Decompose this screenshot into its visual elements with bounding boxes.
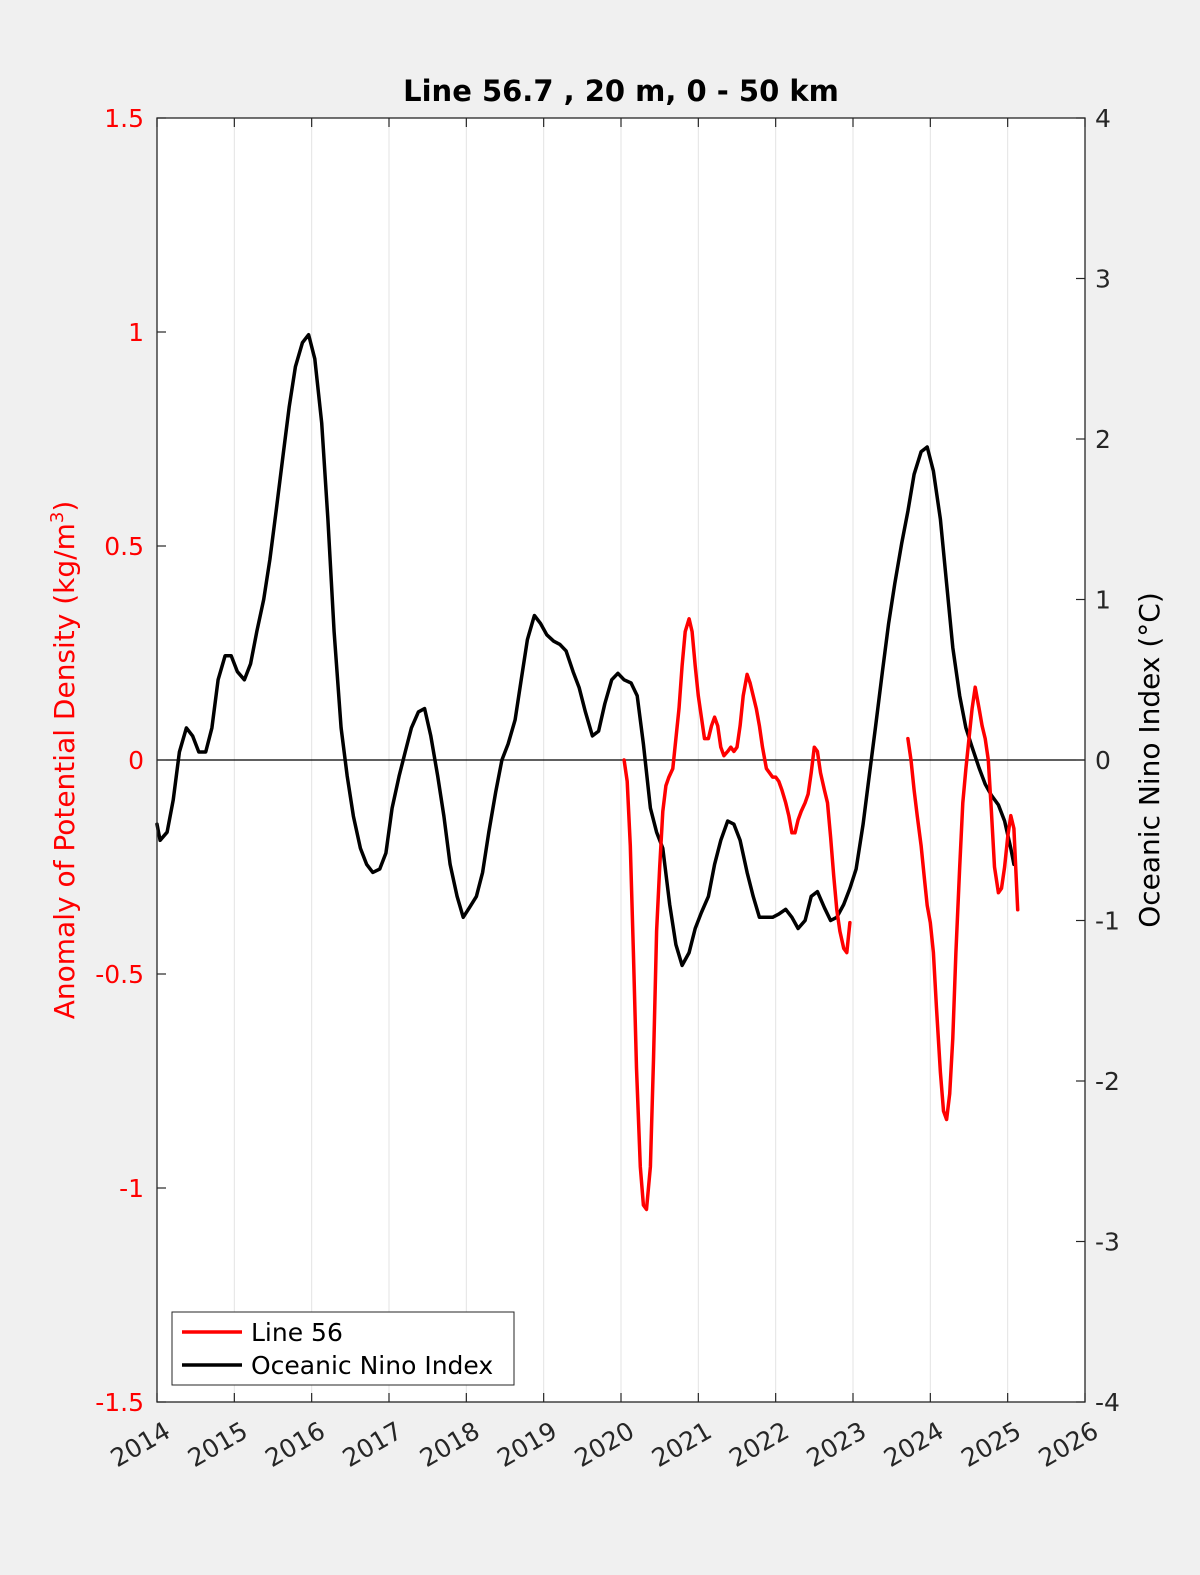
right-tick-label: 2 (1095, 425, 1111, 454)
left-tick-label: -0.5 (95, 960, 144, 989)
left-tick-label: -1 (119, 1174, 144, 1203)
x-tick-label: 2020 (570, 1416, 640, 1473)
chart-title: Line 56.7 , 20 m, 0 - 50 km (403, 74, 839, 108)
x-tick-label: 2021 (647, 1416, 717, 1473)
x-tick-label: 2017 (338, 1416, 408, 1473)
series-line-line-56 (906, 685, 1020, 1122)
legend: Line 56 Oceanic Nino Index (171, 1311, 515, 1386)
series-line-line-56 (622, 617, 852, 1212)
right-tick-label: 4 (1095, 104, 1111, 133)
legend-label-oni: Oceanic Nino Index (251, 1351, 493, 1380)
x-tick-label: 2018 (415, 1416, 485, 1473)
x-tick-label: 2014 (106, 1416, 176, 1473)
right-tick-label: 1 (1095, 586, 1111, 615)
x-tick-label: 2016 (260, 1416, 330, 1473)
x-tick-label: 2024 (879, 1416, 949, 1473)
right-tick-label: -1 (1095, 907, 1120, 936)
x-tick-label: 2026 (1034, 1416, 1104, 1473)
left-tick-label: 0 (128, 746, 144, 775)
left-tick-label: 1.5 (104, 104, 144, 133)
series-layer (155, 332, 1020, 1212)
left-tick-label: 1 (128, 318, 144, 347)
right-tick-label: 0 (1095, 746, 1111, 775)
right-tick-label: -2 (1095, 1067, 1120, 1096)
right-axis-label: Oceanic Nino Index (°C) (1133, 592, 1166, 928)
left-tick-label: 0.5 (104, 532, 144, 561)
x-tick-label: 2015 (183, 1416, 253, 1473)
left-tick-label: -1.5 (95, 1388, 144, 1417)
x-tick-label: 2023 (802, 1416, 872, 1473)
right-tick-label: -4 (1095, 1388, 1120, 1417)
x-tick-label: 2019 (492, 1416, 562, 1473)
legend-box (171, 1311, 515, 1386)
legend-label-line-56: Line 56 (251, 1318, 343, 1347)
right-tick-label: -3 (1095, 1228, 1120, 1257)
x-tick-label: 2022 (724, 1416, 794, 1473)
series-line-oceanic-nino-index (155, 332, 1016, 968)
left-axis-label: Anomaly of Potential Density (kg/m3) (47, 501, 81, 1020)
right-tick-label: 3 (1095, 265, 1111, 294)
x-tick-label: 2025 (956, 1416, 1026, 1473)
